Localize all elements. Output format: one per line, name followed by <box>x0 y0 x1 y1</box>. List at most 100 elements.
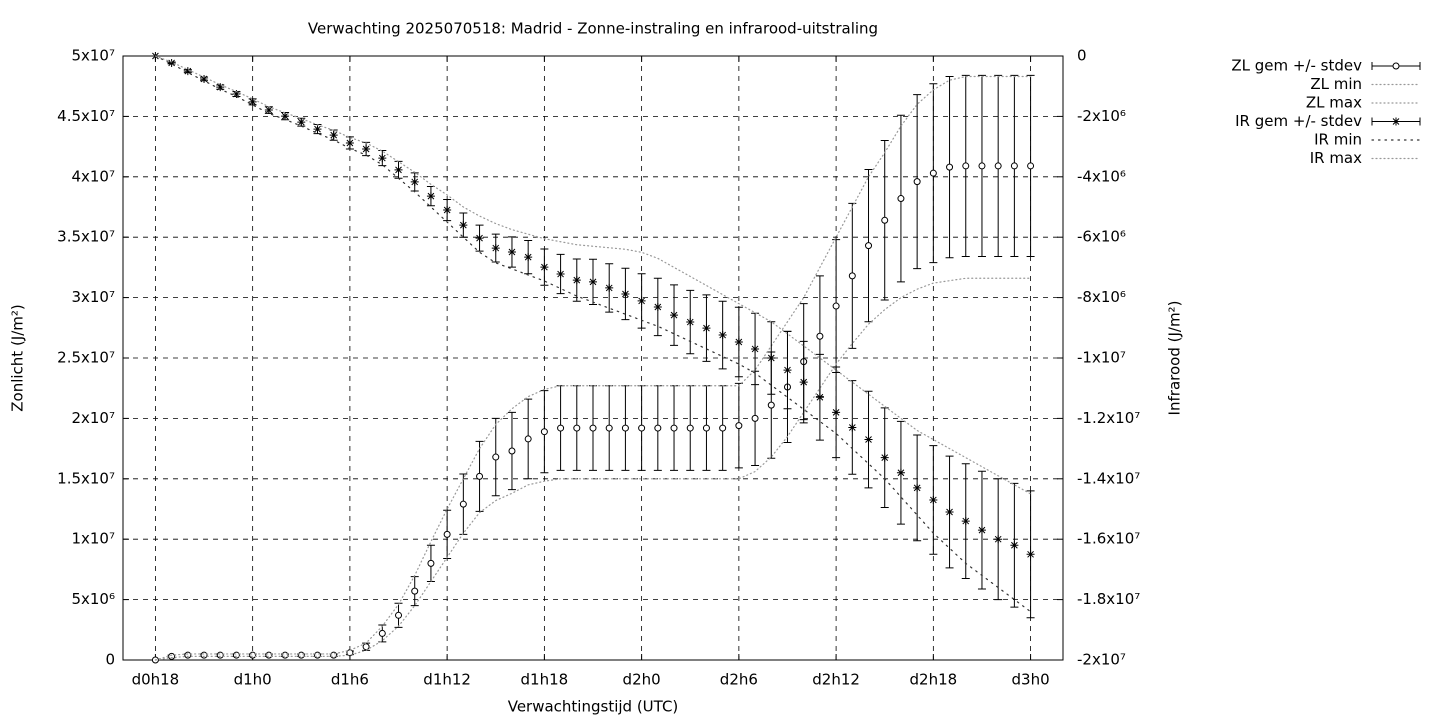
legend-label: IR gem +/- stdev <box>1235 112 1362 130</box>
marker <box>865 242 873 250</box>
marker <box>653 302 662 311</box>
marker <box>654 424 662 432</box>
y-tick-label: 2.5x10⁷ <box>57 349 115 367</box>
x-tick-label: d3h0 <box>1012 671 1050 689</box>
marker <box>491 244 500 253</box>
marker <box>670 424 678 432</box>
x-tick-label: d2h18 <box>910 671 958 689</box>
marker <box>427 559 435 567</box>
marker <box>297 118 306 127</box>
legend-label: IR min <box>1314 131 1362 149</box>
marker <box>200 74 209 83</box>
marker <box>751 414 759 422</box>
x-tick-label: d0h18 <box>132 671 180 689</box>
line <box>154 55 1032 613</box>
marker <box>1026 550 1035 559</box>
marker <box>443 206 452 215</box>
y-tick-label: 4x10⁷ <box>71 167 115 185</box>
marker <box>929 495 938 504</box>
marker <box>896 468 905 477</box>
marker <box>411 587 419 595</box>
marker <box>816 332 824 340</box>
marker <box>605 283 614 292</box>
marker <box>637 296 646 305</box>
marker <box>248 97 257 106</box>
marker <box>670 311 679 320</box>
marker <box>815 393 824 402</box>
y-tick-label: 5x10⁶ <box>71 590 115 608</box>
marker <box>994 535 1003 544</box>
marker <box>410 177 419 186</box>
marker <box>264 106 273 115</box>
line <box>154 55 1032 495</box>
legend-label: IR max <box>1310 149 1362 167</box>
marker <box>719 424 727 432</box>
marker <box>638 424 646 432</box>
marker <box>232 651 240 659</box>
y2-tick-label: -4x10⁶ <box>1077 167 1126 185</box>
chart-title: Verwachting 2025070518: Madrid - Zonne-i… <box>308 20 878 38</box>
marker <box>168 652 176 660</box>
y-axis-label: Zonlicht (J/m²) <box>9 304 27 412</box>
marker <box>897 195 905 203</box>
y2-tick-label: -1.8x10⁷ <box>1077 590 1140 608</box>
marker <box>216 83 225 92</box>
marker <box>978 162 986 170</box>
y2-tick-label: -2x10⁶ <box>1077 107 1126 125</box>
y-tick-label: 2x10⁷ <box>71 409 115 427</box>
marker <box>297 651 305 659</box>
marker <box>573 424 581 432</box>
marker <box>864 435 873 444</box>
marker <box>962 162 970 170</box>
marker <box>475 234 484 243</box>
x-tick-label: d1h0 <box>234 671 272 689</box>
marker <box>848 272 856 280</box>
marker <box>184 651 192 659</box>
marker <box>589 424 597 432</box>
y2-tick-label: -1x10⁷ <box>1077 349 1126 367</box>
marker <box>945 508 954 517</box>
marker <box>572 276 581 285</box>
marker <box>492 453 500 461</box>
y2-tick-label: -1.4x10⁷ <box>1077 469 1140 487</box>
marker <box>929 169 937 177</box>
marker <box>686 424 694 432</box>
marker <box>1027 162 1035 170</box>
marker <box>459 500 467 508</box>
x-tick-label: d1h12 <box>423 671 471 689</box>
marker <box>1392 62 1400 70</box>
marker <box>167 58 176 67</box>
marker <box>426 192 435 201</box>
marker <box>557 424 565 432</box>
marker <box>524 435 532 443</box>
marker <box>832 408 841 417</box>
marker <box>395 611 403 619</box>
y2-tick-label: -1.2x10⁷ <box>1077 409 1140 427</box>
marker <box>832 302 840 310</box>
y2-tick-label: -6x10⁶ <box>1077 228 1126 246</box>
line <box>154 75 1032 661</box>
marker <box>621 289 630 298</box>
marker <box>362 643 370 651</box>
marker <box>524 253 533 262</box>
marker <box>507 247 516 256</box>
marker <box>443 530 451 538</box>
marker <box>913 178 921 186</box>
marker <box>718 331 727 340</box>
legend-label: ZL min <box>1310 75 1362 93</box>
y2-axis-label: Infrarood (J/m²) <box>1166 301 1184 416</box>
marker <box>459 221 468 230</box>
marker <box>378 154 387 163</box>
y2-tick-label: -8x10⁶ <box>1077 288 1126 306</box>
marker <box>540 428 548 436</box>
x-tick-label: d2h0 <box>623 671 661 689</box>
marker <box>994 162 1002 170</box>
y-tick-label: 3.5x10⁷ <box>57 228 115 246</box>
marker <box>961 517 970 526</box>
marker <box>734 337 743 346</box>
line <box>154 277 1032 661</box>
marker <box>313 651 321 659</box>
legend-label: ZL gem +/- stdev <box>1231 57 1362 75</box>
marker <box>329 131 338 140</box>
